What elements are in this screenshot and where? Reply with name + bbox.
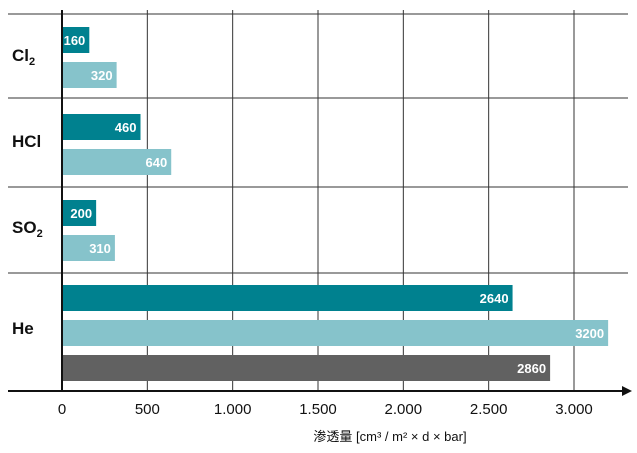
- bar: [62, 235, 115, 261]
- category-label-text: SO: [12, 218, 37, 237]
- x-tick-label: 1.000: [214, 401, 252, 418]
- bar: [62, 285, 513, 311]
- bar-value-label: 310: [89, 241, 111, 256]
- category-label-text: HCl: [12, 132, 41, 151]
- bar-value-label: 640: [146, 155, 168, 170]
- grid-layer: [8, 10, 628, 391]
- x-axis-arrowhead: [622, 386, 632, 396]
- category-label: SO2: [12, 218, 43, 240]
- bar-value-label: 460: [115, 120, 137, 135]
- x-tick-label: 2.000: [385, 401, 423, 418]
- category-label-text: Cl: [12, 46, 29, 65]
- bar: [62, 62, 117, 88]
- bar-value-label: 2860: [517, 361, 546, 376]
- bar-value-label: 320: [91, 68, 113, 83]
- x-tick-label: 2.500: [470, 401, 508, 418]
- bar-value-label: 3200: [575, 326, 604, 341]
- axis-layer: [8, 10, 632, 396]
- bar-value-label: 200: [70, 206, 92, 221]
- bar: [62, 27, 90, 53]
- bar: [62, 200, 97, 226]
- bar-layer: [62, 27, 609, 381]
- category-label: Cl2: [12, 46, 35, 68]
- category-label-subscript: 2: [37, 228, 43, 240]
- bar: [62, 320, 609, 346]
- bar: [62, 355, 551, 381]
- bar: [62, 114, 141, 140]
- x-tick-label: 0: [58, 401, 66, 418]
- bar: [62, 149, 172, 175]
- bar-value-label: 2640: [480, 291, 509, 306]
- category-label-text: He: [12, 319, 34, 338]
- category-label: He: [12, 319, 34, 338]
- category-label-subscript: 2: [29, 56, 35, 68]
- x-tick-label: 500: [135, 401, 160, 418]
- bar-value-label: 160: [64, 33, 86, 48]
- x-tick-label: 3.000: [555, 401, 593, 418]
- x-axis-title: 渗透量 [cm³ / m² × d × bar]: [313, 429, 466, 444]
- label-layer: 0 500 1.000 1.500 2.000 2.500 3.000Cl2HClSO2He…: [12, 33, 604, 418]
- category-label: HCl: [12, 132, 41, 151]
- x-tick-label: 1.500: [299, 401, 337, 418]
